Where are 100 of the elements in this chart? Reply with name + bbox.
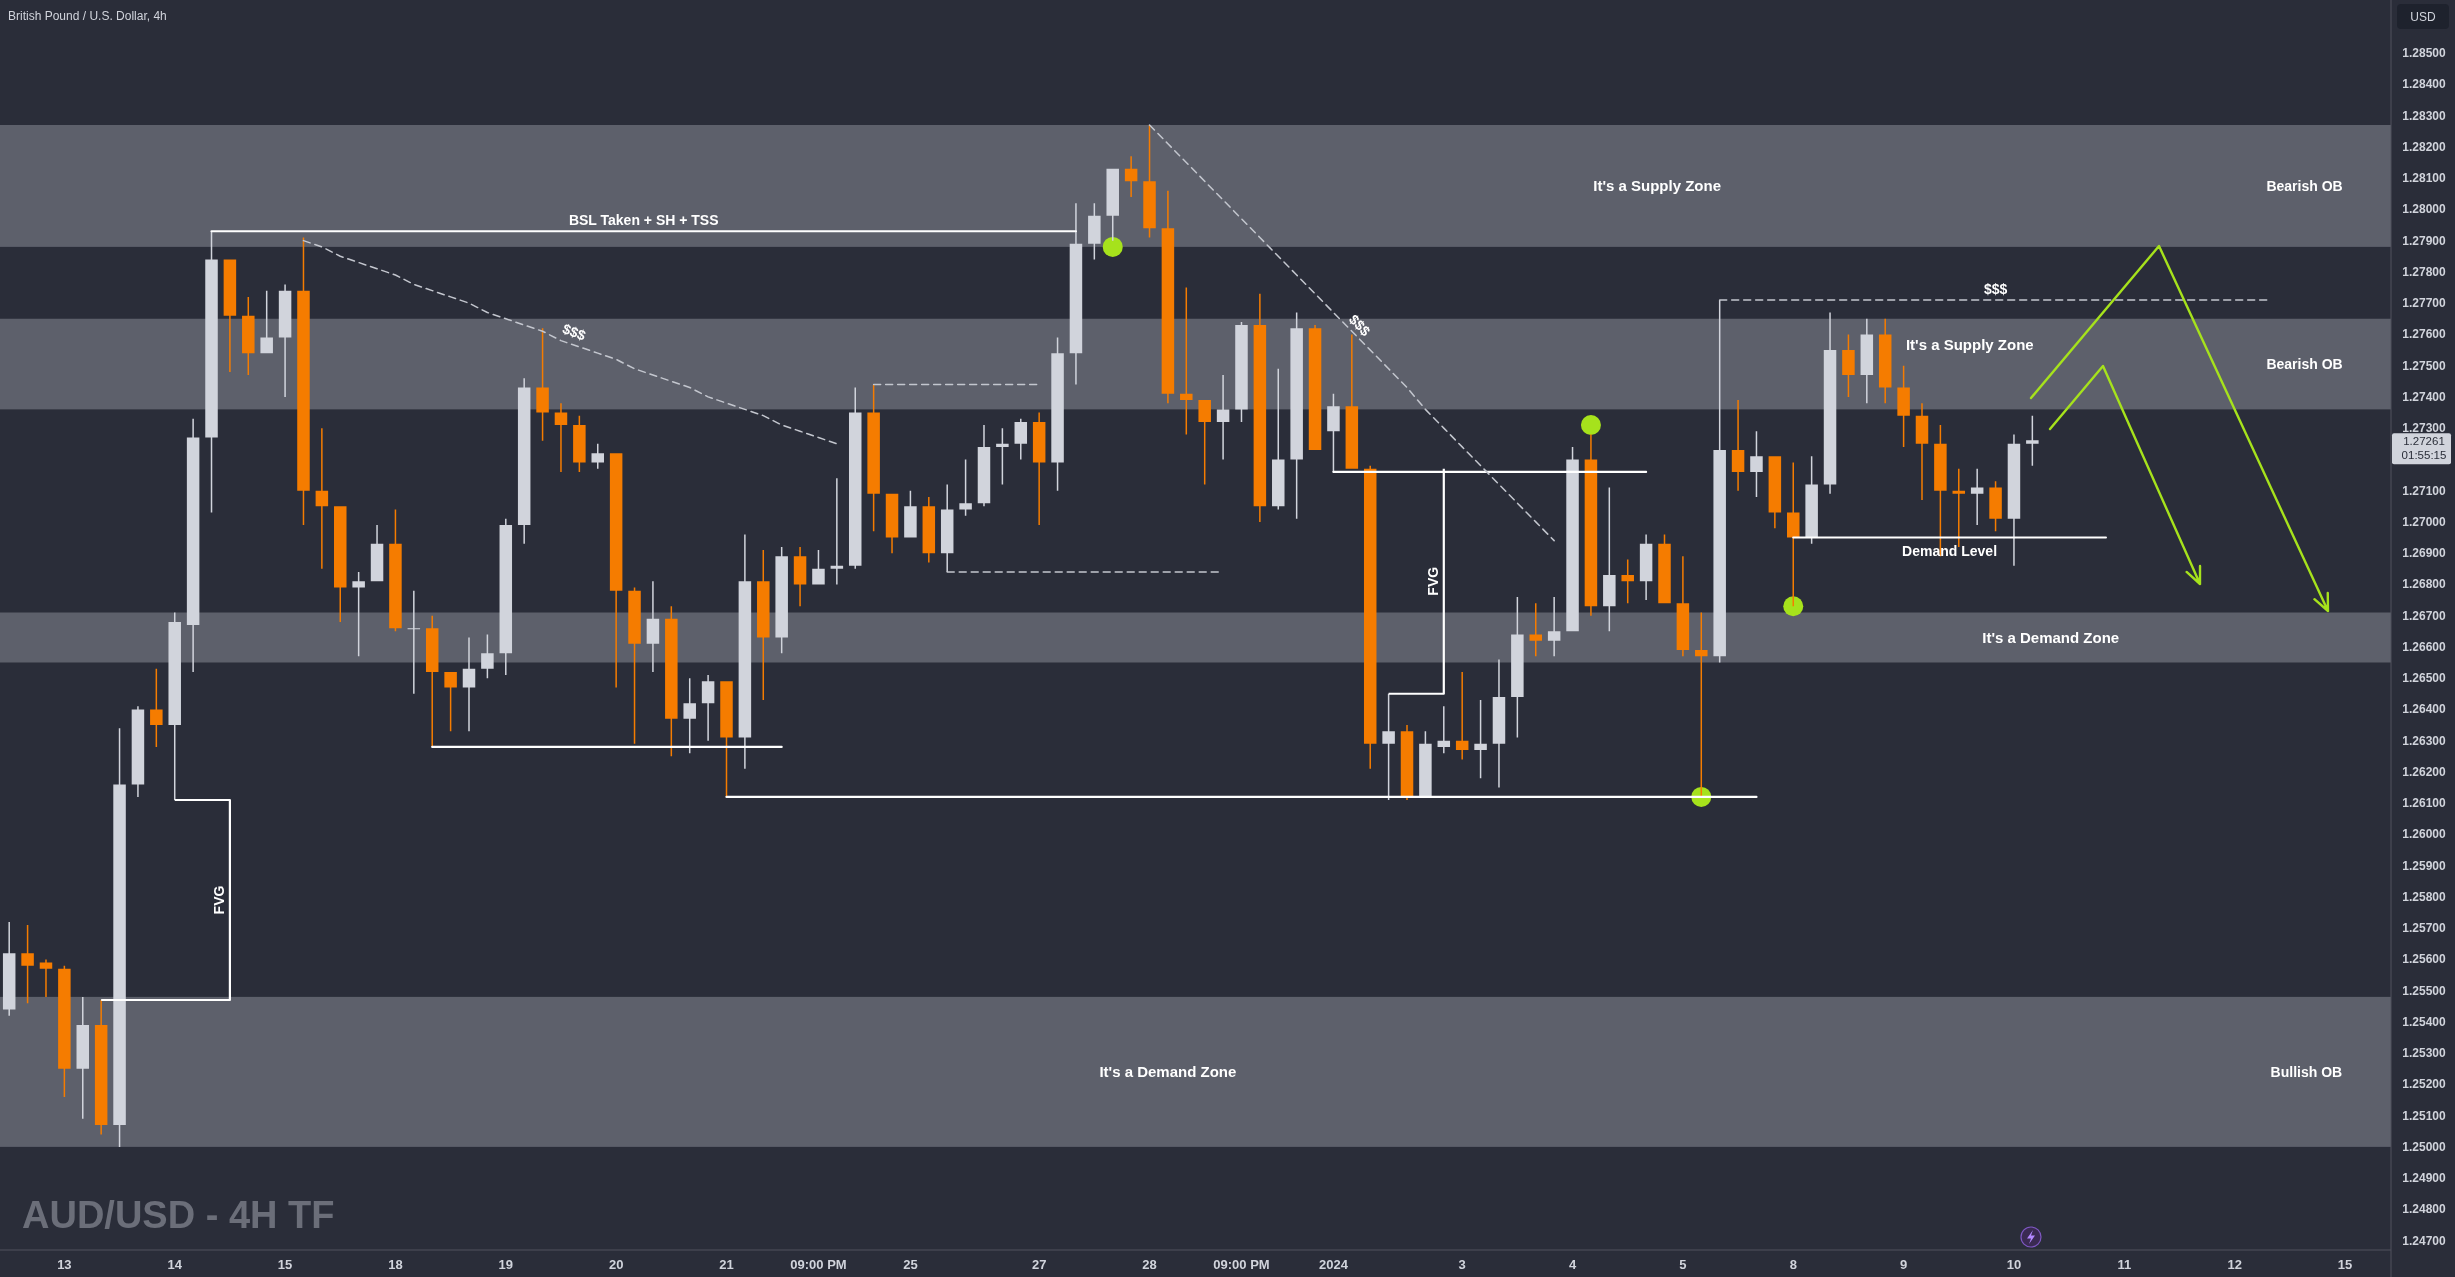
text: British Pound / U.S. Dollar, 4h [8,9,167,23]
candlestick [1051,337,1064,491]
annotation: AUD/USD - 4H TF [22,1194,335,1236]
text: $$$ [1345,311,1374,340]
candlestick [1970,468,1984,525]
candlestick [940,484,954,572]
candlestick [1235,321,1248,422]
x-tick-label: 11 [2117,1256,2132,1272]
band-label: It's a Supply Zone [1593,177,1722,195]
candlestick [1713,300,1726,663]
candlestick [793,546,807,607]
y-tick-label: 1.26000 [2402,827,2447,842]
y-tick-label: 1.26400 [2402,702,2447,717]
series-label: BSL Taken + SH + TSS [568,212,719,229]
annotation: FVG [210,885,227,915]
candlestick [113,728,126,1147]
candlestick [223,259,237,372]
y-tick-label: 1.25200 [2402,1077,2447,1092]
candlestick [1419,731,1432,797]
band-label: It's a Supply Zone [1905,335,2034,353]
x-tick-label: 15 [2337,1256,2353,1272]
candlestick [1566,446,1579,632]
x-tick-label: 12 [2227,1256,2242,1272]
x-tick-label: 27 [1031,1256,1047,1272]
text: $$$ [560,320,589,344]
x-tick-label: 14 [167,1256,183,1272]
candlestick [1032,412,1046,525]
y-tick-label: 1.27800 [2402,264,2447,279]
candlestick [1731,400,1745,491]
candlestick [554,403,568,472]
y-tick-label: 1.24900 [2402,1171,2447,1186]
annotation: FVG [1424,566,1441,596]
band-label: It's a Demand Zone [1982,629,2120,646]
y-tick-label: 1.25800 [2402,889,2447,904]
x-tick-label: 8 [1789,1256,1797,1272]
y-tick-label: 1.28300 [2402,108,2447,123]
candlestick [1860,318,1874,404]
candlestick [775,546,788,654]
y-tick-label: 1.27500 [2402,358,2447,373]
y-tick-label: 1.26500 [2402,671,2447,686]
candlestick [1216,375,1230,460]
text: 1.27261 [2403,435,2445,448]
y-tick-label: 1.27900 [2402,233,2447,248]
candlestick [1290,312,1303,519]
line-series [1148,124,1555,542]
y-tick-label: 1.25100 [2402,1108,2447,1123]
y-tick-label: 1.27600 [2402,327,2447,342]
y-tick-label: 1.27400 [2402,389,2447,404]
x-tick-label: 25 [903,1256,918,1272]
y-tick-label: 1.26600 [2402,639,2447,654]
point [1580,415,1601,435]
text: 01:55:15 [2401,449,2447,462]
x-tick-label: 13 [57,1256,72,1272]
candlestick [701,675,715,741]
candlestick [481,634,494,679]
y-tick-label: 1.24700 [2402,1233,2447,1248]
candlestick [1989,481,2002,532]
y-tick-label: 1.26100 [2402,796,2447,811]
candlestick [1658,534,1671,604]
y-tick-label: 1.27000 [2402,514,2447,529]
candlestick [315,428,329,569]
candlestick [297,237,310,525]
candlestick [720,681,733,797]
candlestick [1492,659,1506,788]
candlestick [904,490,917,538]
candlestick [425,615,439,747]
y-tick-label: 1.25400 [2402,1014,2447,1029]
candlestick [591,443,604,469]
candlestick [573,415,586,472]
y-axis-title: USD [2410,10,2436,24]
candlestick [867,384,880,532]
y-tick-label: 1.28200 [2402,139,2447,154]
candlestick [39,959,53,997]
annotation: Bullish OB [2270,1063,2343,1080]
x-tick-label: 18 [388,1256,403,1272]
y-tick-label: 1.25500 [2402,983,2447,998]
candlestick [665,606,678,757]
candlestick [1915,403,1929,500]
y-tick-label: 1.28000 [2402,202,2447,217]
candlestick [168,612,181,800]
candlestick [205,231,218,513]
y-tick-label: 1.28500 [2402,46,2447,61]
y-tick-label: 1.26200 [2402,764,2447,779]
candlestick [1124,156,1138,197]
x-tick-label: 3 [1458,1256,1466,1272]
x-tick-label: 09:00 PM [1213,1256,1270,1272]
candlestick [1676,556,1690,657]
y-tick-label: 1.24800 [2402,1202,2447,1217]
y-tick-label: 1.26900 [2402,546,2447,561]
candlestick [1437,706,1451,754]
candlestick [1106,168,1119,241]
candlestick [1547,596,1561,657]
candlestick [1529,603,1543,657]
candlestick [278,284,292,397]
candlestick [334,506,347,622]
x-tick-label: 2024 [1318,1256,1349,1272]
y-tick-label: 1.28400 [2402,77,2447,92]
x-tick-label: 10 [2006,1256,2022,1272]
y-tick-label: 1.25700 [2402,921,2447,936]
y-tick-label: 1.25600 [2402,952,2447,967]
